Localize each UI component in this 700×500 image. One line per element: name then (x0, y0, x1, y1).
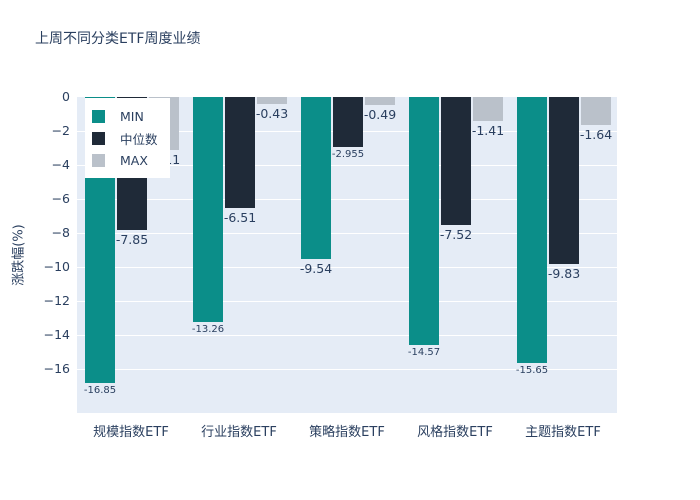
y-tick-label: −10 (43, 258, 70, 274)
y-tick-label: 0 (62, 89, 70, 104)
y-tick-label: −2 (51, 122, 70, 138)
bar-value-label: -7.52 (439, 226, 473, 242)
gridline (77, 198, 617, 200)
legend-label-min: MIN (120, 108, 144, 124)
bar-中位数-风格指数ETF[interactable] (441, 97, 471, 225)
bar-MIN-主题指数ETF[interactable] (517, 97, 547, 363)
bar-MIN-风格指数ETF[interactable] (409, 97, 439, 345)
y-tick-label: −6 (51, 190, 70, 206)
legend-swatch-median-icon (92, 131, 105, 145)
bar-group-4: -14.57 -7.52 -1.41 (401, 97, 509, 413)
bar-value-label: -9.54 (299, 261, 333, 277)
legend-item-median[interactable]: 中位数 (92, 127, 158, 149)
bar-value-label: -13.26 (191, 324, 225, 336)
bar-中位数-行业指数ETF[interactable] (225, 97, 255, 208)
chart-title: 上周不同分类ETF周度业绩 (35, 31, 201, 47)
bar-value-label: -1.41 (471, 122, 505, 138)
bar-value-label: -0.49 (363, 107, 397, 123)
y-tick-label: −4 (51, 156, 70, 172)
bar-MAX-风格指数ETF[interactable] (473, 97, 503, 121)
bar-value-label: -0.43 (255, 106, 289, 122)
bar-group-5: -15.65 -9.83 -1.64 (509, 97, 617, 413)
bar-MIN-策略指数ETF[interactable] (301, 97, 331, 260)
bar-group-3: -9.54 -2.955 -0.49 (293, 97, 401, 413)
legend: MIN 中位数 MAX (85, 98, 170, 178)
bar-value-label: -16.85 (83, 385, 117, 397)
gridline (77, 368, 617, 370)
legend-item-max[interactable]: MAX (92, 149, 158, 171)
bar-value-label: -6.51 (223, 209, 257, 225)
x-tick-label-5: 主题指数ETF (525, 425, 601, 440)
bar-value-label: -1.64 (579, 126, 613, 142)
bar-value-label: -9.83 (547, 266, 581, 281)
legend-label-max: MAX (120, 152, 148, 168)
gridline (77, 334, 617, 336)
x-tick-label-3: 策略指数ETF (309, 425, 385, 440)
gridline (77, 232, 617, 234)
y-tick-label: −14 (43, 326, 70, 342)
y-tick-label: −12 (43, 292, 70, 308)
bar-MIN-行业指数ETF[interactable] (193, 97, 223, 323)
bar-MAX-策略指数ETF[interactable] (365, 97, 395, 106)
legend-swatch-min-icon (92, 109, 105, 123)
bar-value-label: -2.955 (331, 149, 365, 161)
y-tick-label: −16 (43, 360, 70, 376)
bar-MAX-主题指数ETF[interactable] (581, 97, 611, 125)
bar-value-label: -15.65 (515, 364, 549, 376)
x-tick-label-2: 行业指数ETF (201, 425, 277, 440)
bar-value-label: -14.57 (407, 346, 441, 358)
bar-group-2: -13.26 -6.51 -0.43 (185, 97, 293, 413)
legend-item-min[interactable]: MIN (92, 105, 158, 127)
x-tick-label-4: 风格指数ETF (417, 425, 493, 440)
y-tick-label: −8 (51, 224, 70, 240)
x-tick-label-1: 规模指数ETF (93, 425, 169, 440)
bar-value-label: -7.85 (115, 232, 149, 248)
gridline (77, 300, 617, 302)
gridline (77, 266, 617, 268)
bar-中位数-主题指数ETF[interactable] (549, 97, 579, 264)
legend-swatch-max-icon (92, 153, 105, 167)
bar-中位数-策略指数ETF[interactable] (333, 97, 363, 148)
bar-MAX-行业指数ETF[interactable] (257, 97, 287, 105)
legend-label-median: 中位数 (120, 131, 158, 147)
gridline (77, 164, 617, 166)
